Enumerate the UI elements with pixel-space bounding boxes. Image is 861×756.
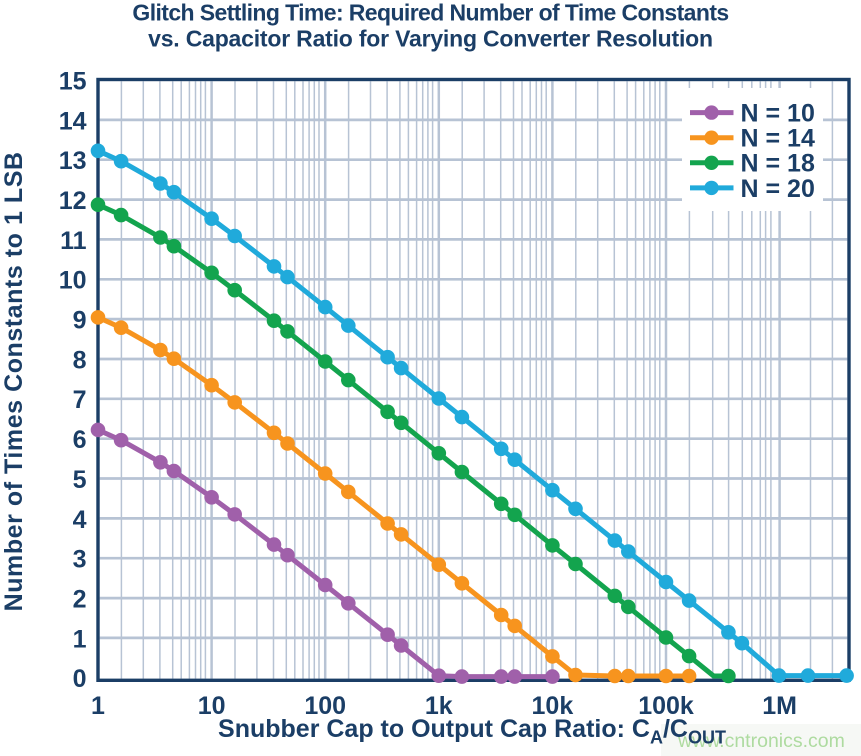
svg-text:11: 11 (60, 227, 87, 255)
svg-text:100: 100 (304, 692, 346, 720)
svg-text:6: 6 (73, 426, 87, 454)
svg-text:1: 1 (73, 625, 87, 653)
svg-text:10: 10 (198, 692, 226, 720)
svg-text:5: 5 (73, 466, 87, 494)
svg-text:www.cntronics.com: www.cntronics.com (677, 730, 845, 752)
svg-text:Number of Times Constants to 1: Number of Times Constants to 1 LSB (0, 151, 28, 611)
svg-text:0: 0 (73, 665, 87, 693)
svg-text:Snubber Cap to Output Cap Rati: Snubber Cap to Output Cap Ratio: CA/COUT (218, 715, 726, 748)
svg-text:10: 10 (59, 267, 87, 295)
svg-text:7: 7 (73, 386, 87, 414)
svg-text:3: 3 (73, 546, 87, 574)
svg-text:4: 4 (73, 506, 87, 534)
svg-text:N = 14: N = 14 (741, 125, 815, 153)
svg-text:1M: 1M (762, 692, 797, 720)
svg-text:12: 12 (59, 187, 87, 215)
svg-text:vs. Capacitor Ratio for Varyin: vs. Capacitor Ratio for Varying Converte… (148, 26, 713, 52)
svg-text:N = 20: N = 20 (741, 175, 815, 203)
svg-text:9: 9 (73, 307, 87, 335)
svg-text:13: 13 (59, 147, 87, 175)
svg-text:8: 8 (73, 346, 87, 374)
svg-text:100k: 100k (638, 692, 694, 720)
svg-text:10k: 10k (532, 692, 574, 720)
svg-text:14: 14 (59, 107, 87, 135)
svg-text:N = 18: N = 18 (741, 150, 815, 178)
svg-text:15: 15 (59, 67, 87, 95)
svg-text:2: 2 (73, 586, 87, 614)
svg-text:N = 10: N = 10 (741, 100, 815, 128)
svg-text:1k: 1k (425, 692, 453, 720)
svg-text:1: 1 (91, 692, 105, 720)
svg-text:Glitch Settling Time: Required: Glitch Settling Time: Required Number of… (132, 0, 728, 25)
